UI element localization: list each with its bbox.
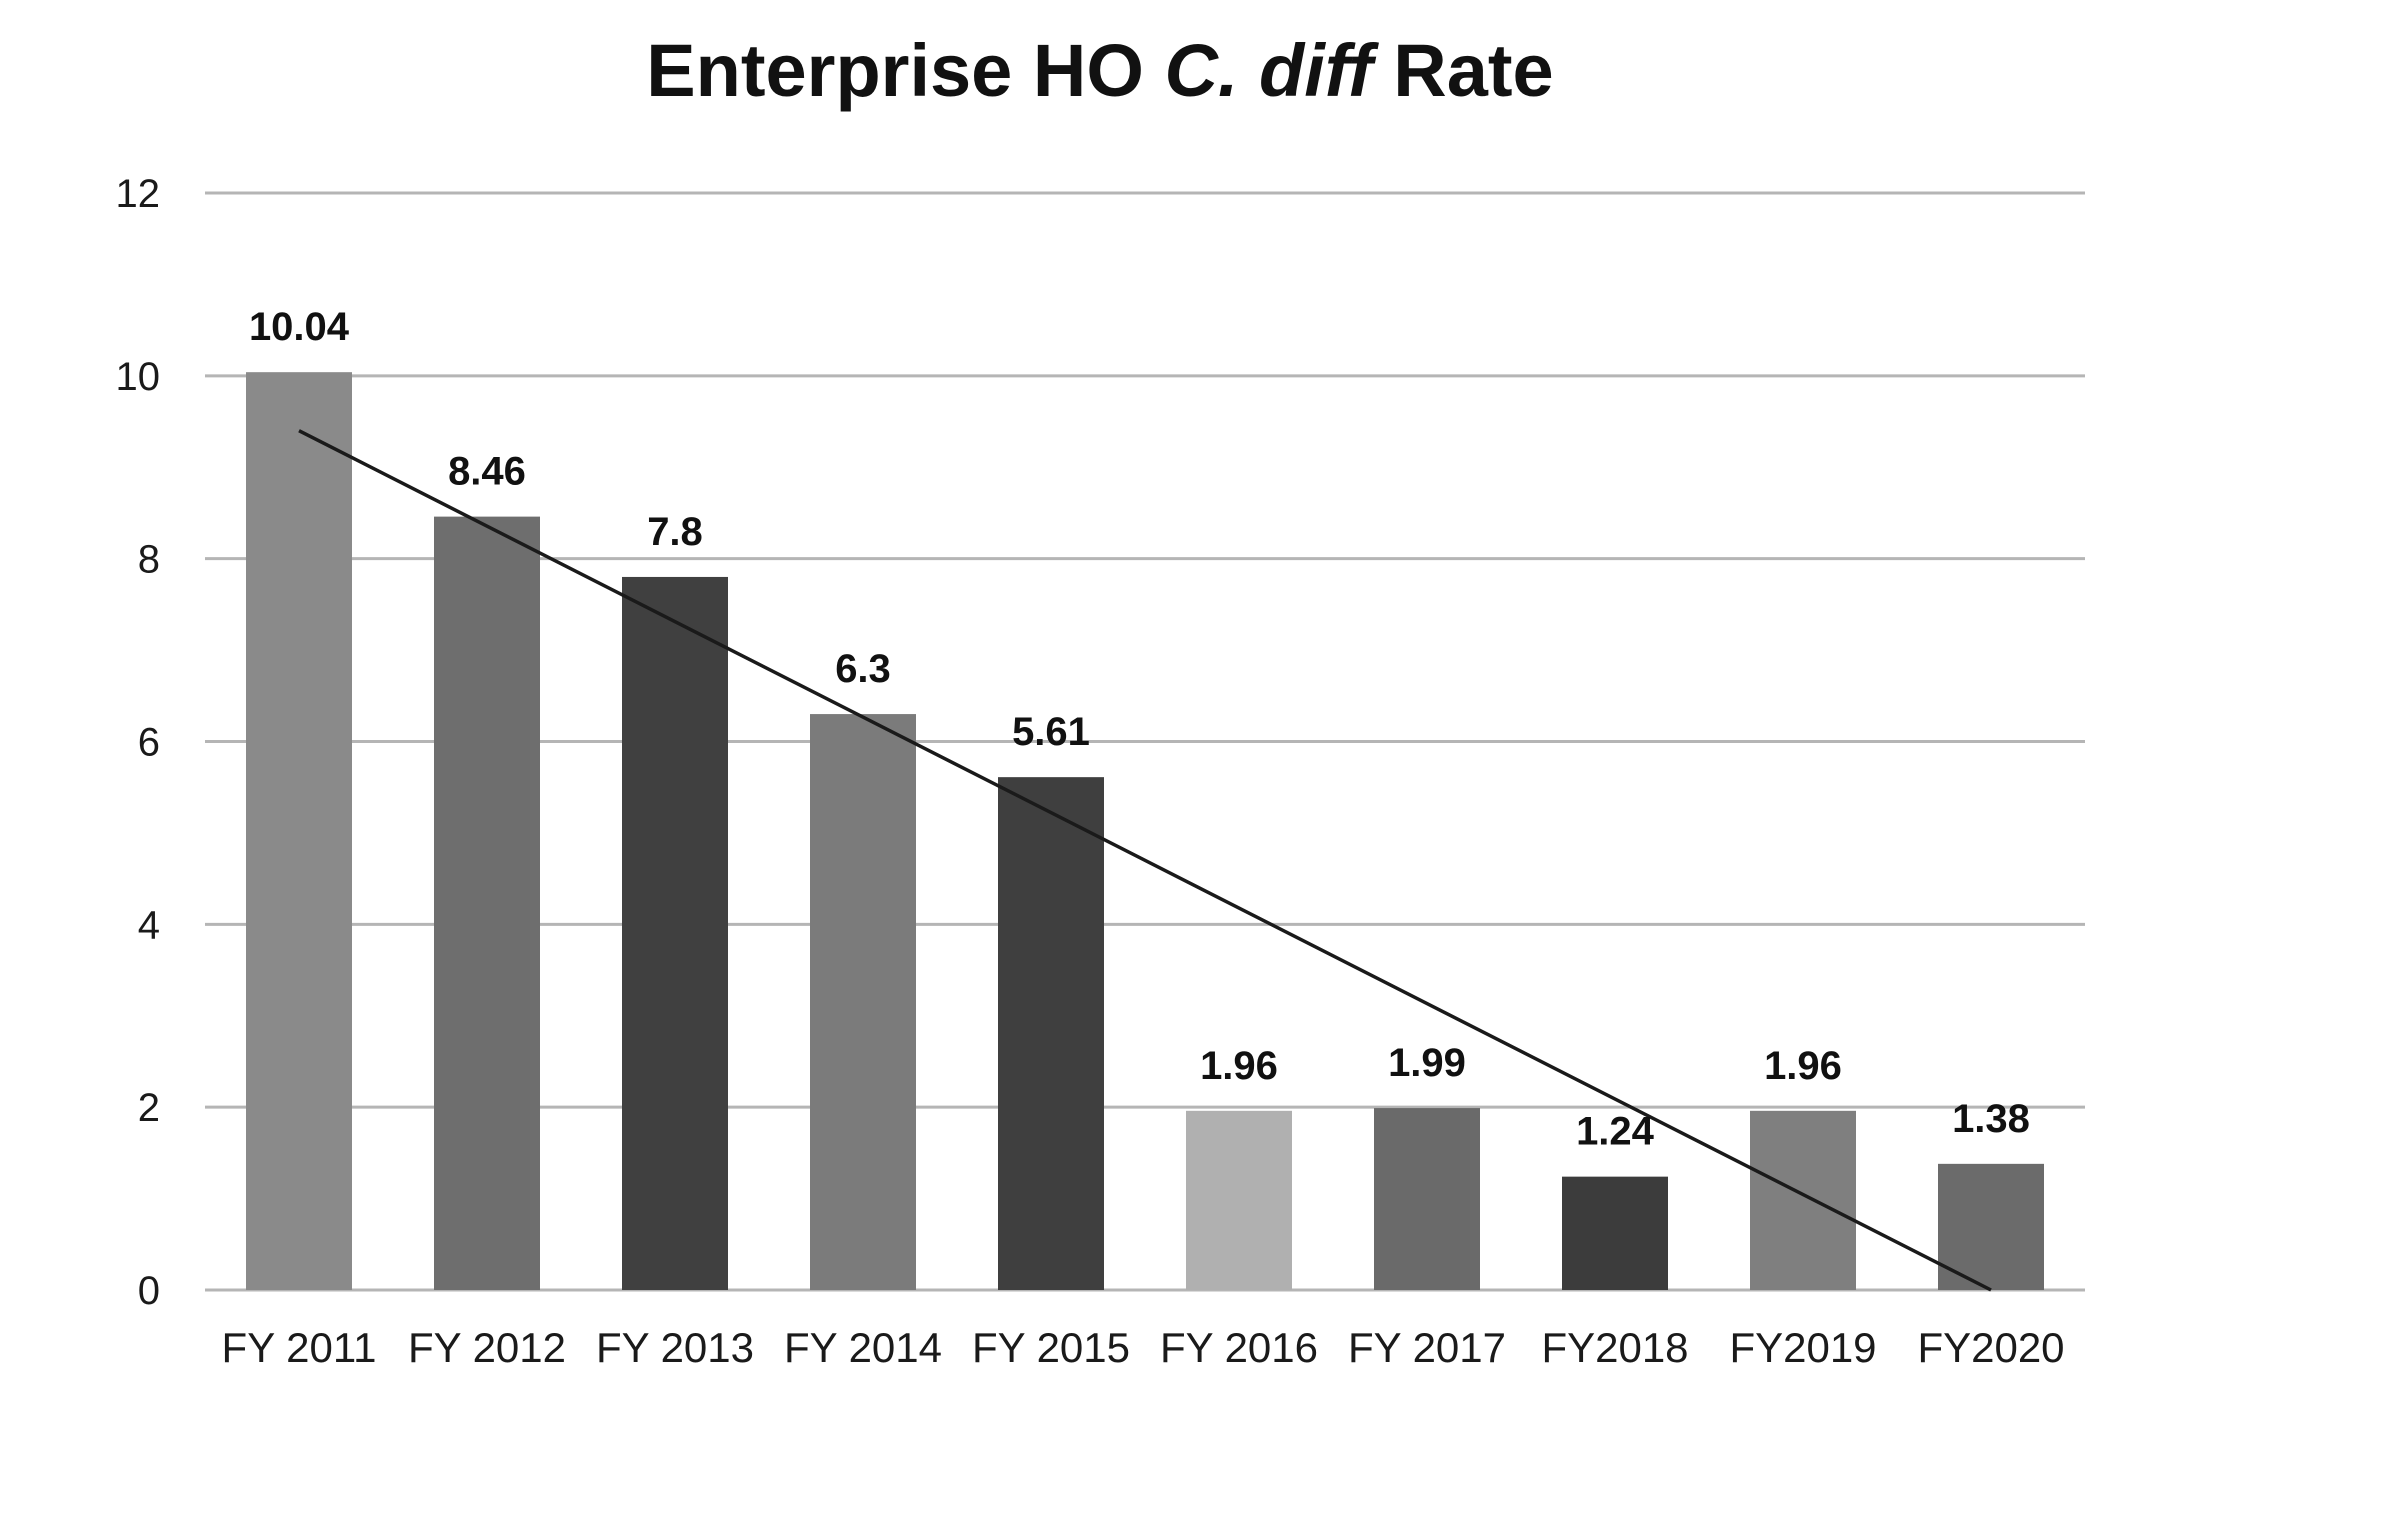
chart-title-suffix: Rate xyxy=(1372,29,1554,112)
data-label: 1.96 xyxy=(1200,1044,1278,1088)
x-axis-ticks: FY 2011 FY 2012 FY 2013 FY 2014 FY 2015 FY 20… xyxy=(222,1324,2065,1371)
bar xyxy=(1186,1110,1292,1290)
data-label: 10.04 xyxy=(249,305,350,349)
bars xyxy=(246,372,2044,1291)
y-tick-label: 10 xyxy=(116,355,161,399)
data-label: 8.46 xyxy=(448,450,526,494)
chart-title-italic: C. diff xyxy=(1164,29,1373,112)
data-label: 7.8 xyxy=(647,510,703,554)
y-tick-label: 12 xyxy=(116,172,161,216)
bar xyxy=(1938,1163,2044,1290)
value-labels: 10.04 8.46 7.8 6.3 5.61 1.96 1.99 1.24 1.96 1.38 xyxy=(249,305,2030,1153)
y-tick-label: 2 xyxy=(138,1086,160,1130)
data-label: 1.96 xyxy=(1764,1044,1842,1088)
bar xyxy=(1750,1110,1856,1290)
y-tick-label: 6 xyxy=(138,721,160,765)
x-tick-label: FY2019 xyxy=(1729,1324,1876,1371)
data-label: 1.24 xyxy=(1576,1110,1655,1154)
y-tick-label: 4 xyxy=(138,903,160,947)
x-tick-label: FY 2014 xyxy=(784,1324,942,1371)
x-tick-label: FY 2016 xyxy=(1160,1324,1318,1371)
bar xyxy=(246,372,352,1291)
bar xyxy=(998,777,1104,1290)
data-label: 1.99 xyxy=(1388,1041,1466,1085)
x-tick-label: FY 2017 xyxy=(1348,1324,1506,1371)
bar xyxy=(434,516,540,1290)
y-axis-ticks: 0 2 4 6 8 10 12 xyxy=(116,172,161,1313)
bar xyxy=(1562,1176,1668,1290)
x-tick-label: FY 2011 xyxy=(222,1324,377,1371)
y-tick-label: 8 xyxy=(138,538,160,582)
bar xyxy=(1374,1108,1480,1290)
bar xyxy=(810,714,916,1290)
x-tick-label: FY 2012 xyxy=(408,1324,566,1371)
chart-title-prefix: Enterprise HO xyxy=(646,29,1165,112)
x-tick-label: FY 2013 xyxy=(596,1324,754,1371)
y-tick-label: 0 xyxy=(138,1269,160,1313)
trendline xyxy=(298,429,1992,1292)
x-tick-label: FY2018 xyxy=(1541,1324,1688,1371)
x-tick-label: FY 2015 xyxy=(972,1324,1130,1371)
trendline-group xyxy=(298,429,1992,1292)
x-tick-label: FY2020 xyxy=(1917,1324,2064,1371)
data-label: 1.38 xyxy=(1952,1097,2030,1141)
chart-title: Enterprise HO C. diff Rate xyxy=(0,28,2200,113)
bar xyxy=(622,576,728,1290)
data-label: 5.61 xyxy=(1012,710,1090,754)
data-label: 6.3 xyxy=(835,647,891,691)
